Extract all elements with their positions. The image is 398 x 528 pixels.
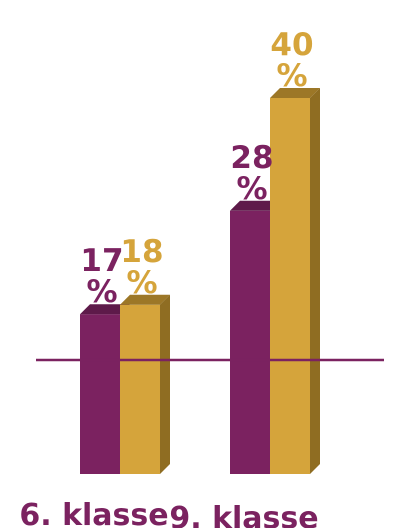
bar-top-1-0 — [230, 200, 280, 211]
bars-layer — [80, 88, 320, 475]
bar-1-1 — [270, 98, 310, 474]
data-label-1-1-unit: % — [276, 58, 307, 94]
data-label-0-0-value: 17 — [80, 243, 123, 279]
bar-side-1-1 — [310, 88, 320, 474]
bar-top-1-1 — [270, 88, 320, 98]
bar-0-1 — [120, 304, 160, 474]
bar-0-0 — [80, 314, 120, 474]
labels-layer: 17%18%28%40%6. klasse 9. klasse — [19, 27, 318, 528]
bar-top-0-0 — [80, 304, 130, 315]
data-label-0-0-unit: % — [86, 274, 117, 310]
category-label-0: 6. klasse — [19, 498, 168, 528]
data-label-1-0-unit: % — [236, 171, 267, 207]
data-label-0-1-value: 18 — [120, 234, 163, 270]
data-label-1-1-value: 40 — [270, 27, 313, 63]
bar-1-0 — [230, 210, 270, 475]
bar-side-0-1 — [160, 294, 170, 474]
data-label-0-1-unit: % — [126, 265, 157, 301]
category-label-1: 9. klasse — [169, 501, 318, 528]
data-label-1-0-value: 28 — [230, 140, 273, 176]
bar-top-0-1 — [120, 294, 170, 305]
